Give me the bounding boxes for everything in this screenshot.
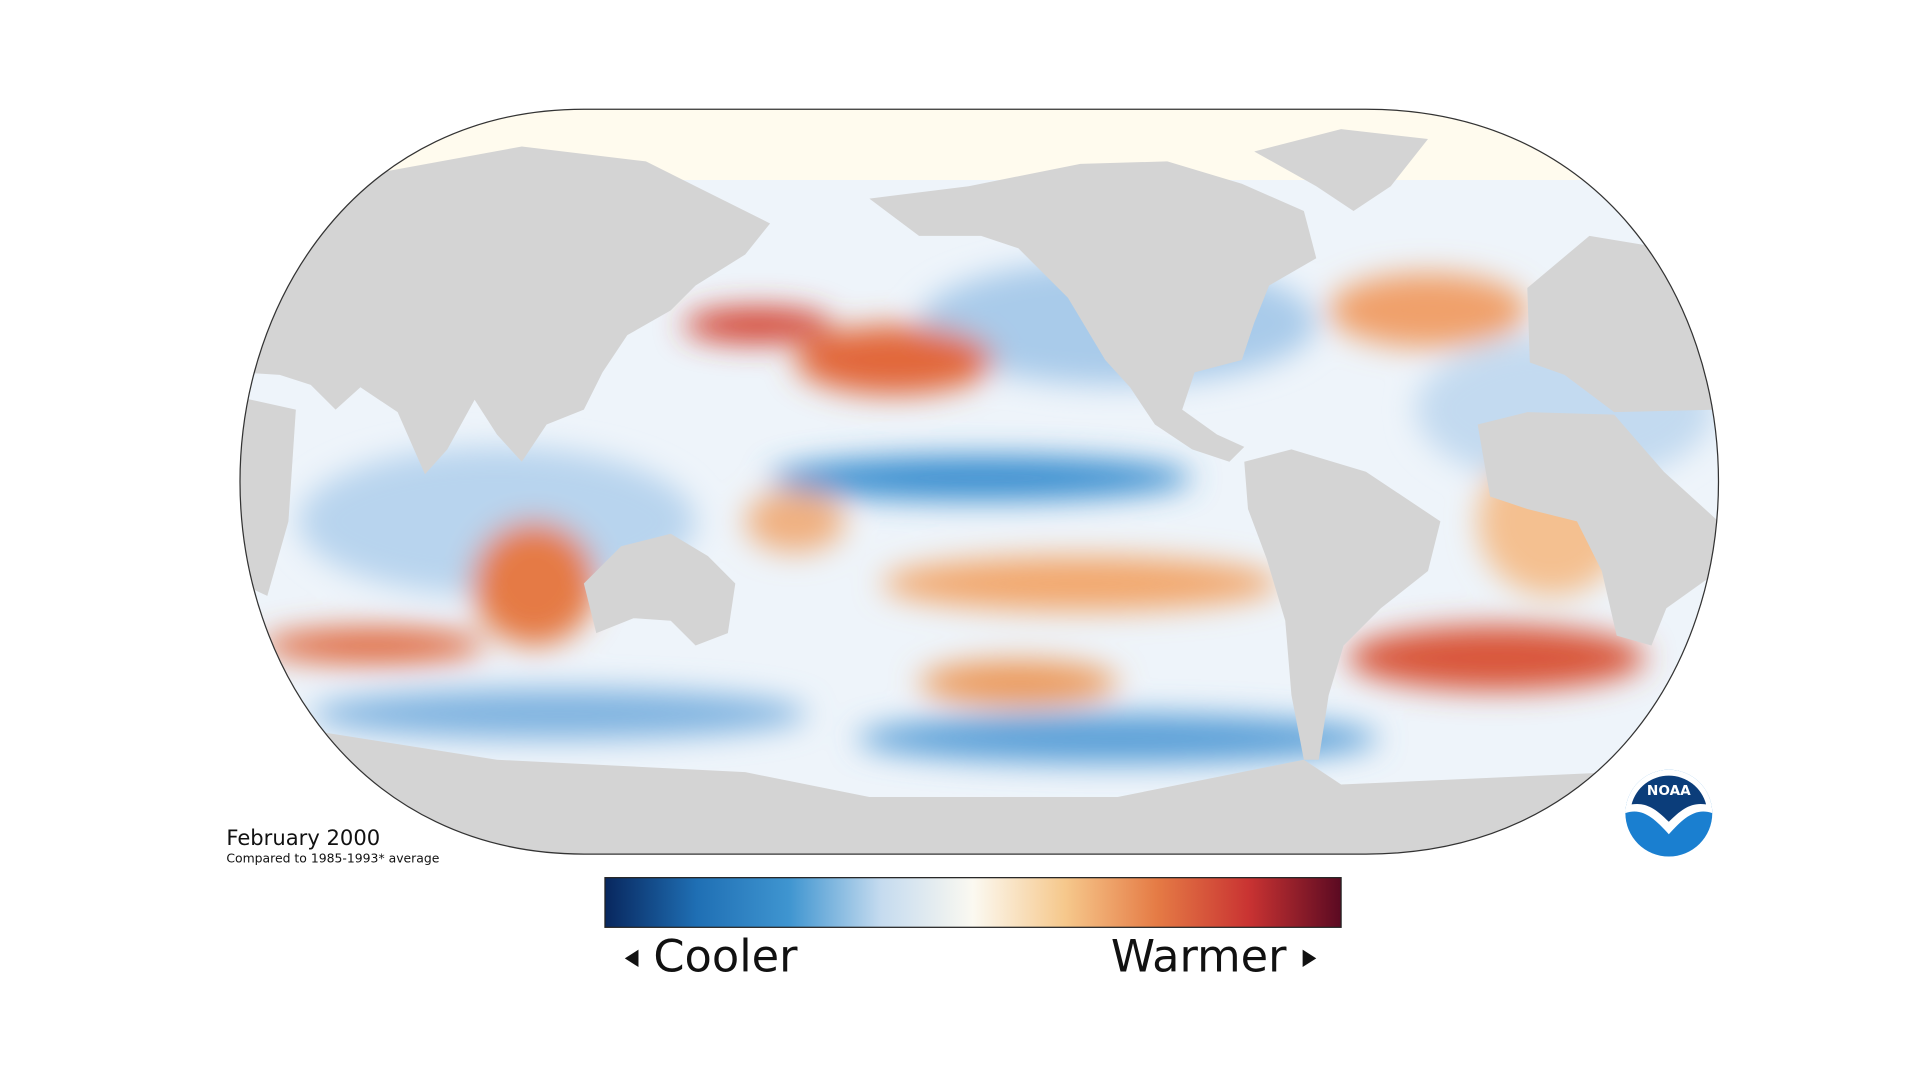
colorbar [604,877,1342,928]
warmer-arrow [1302,949,1317,968]
logo-text: NOAA [1647,783,1691,799]
map-outline [239,108,1720,855]
cooler-label: Cooler [653,931,798,983]
warmer-label: Warmer [1111,931,1287,983]
noaa-logo: NOAA [1625,769,1713,857]
map-title: February 2000 [226,825,380,850]
cooler-arrow [624,949,639,968]
map-subtitle: Compared to 1985-1993* average [226,851,439,866]
logo-top [1631,775,1707,822]
map [240,109,1719,855]
